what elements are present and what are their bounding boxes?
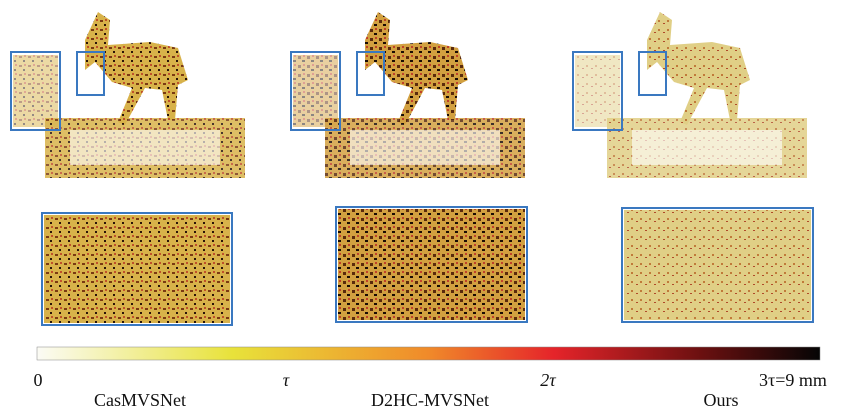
colorbar-label: τ <box>283 370 290 390</box>
method-label: D2HC-MVSNet <box>371 390 489 410</box>
zoom-image <box>624 210 811 320</box>
fence-gap <box>70 130 220 165</box>
colorbar <box>37 347 820 360</box>
fence-gap <box>350 130 500 165</box>
colorbar-label: 0 <box>34 370 43 390</box>
colorbar-label: 3τ=9 mm <box>759 370 827 390</box>
panels <box>11 12 813 325</box>
figure: 0 τ 2τ 3τ=9 mm CasMVSNet D2HC-MVSNet Our… <box>0 0 854 411</box>
horse <box>647 12 750 125</box>
inset-detail <box>575 55 620 127</box>
horse <box>365 12 468 125</box>
colorbar-label: 2τ <box>540 370 556 390</box>
fence-gap <box>632 130 782 165</box>
zoom-image <box>338 209 525 320</box>
method-label: CasMVSNet <box>94 390 186 410</box>
zoom-image <box>44 215 230 323</box>
method-label: Ours <box>704 390 739 410</box>
inset-detail <box>13 55 58 127</box>
inset-detail <box>293 55 338 127</box>
horse <box>85 12 188 125</box>
